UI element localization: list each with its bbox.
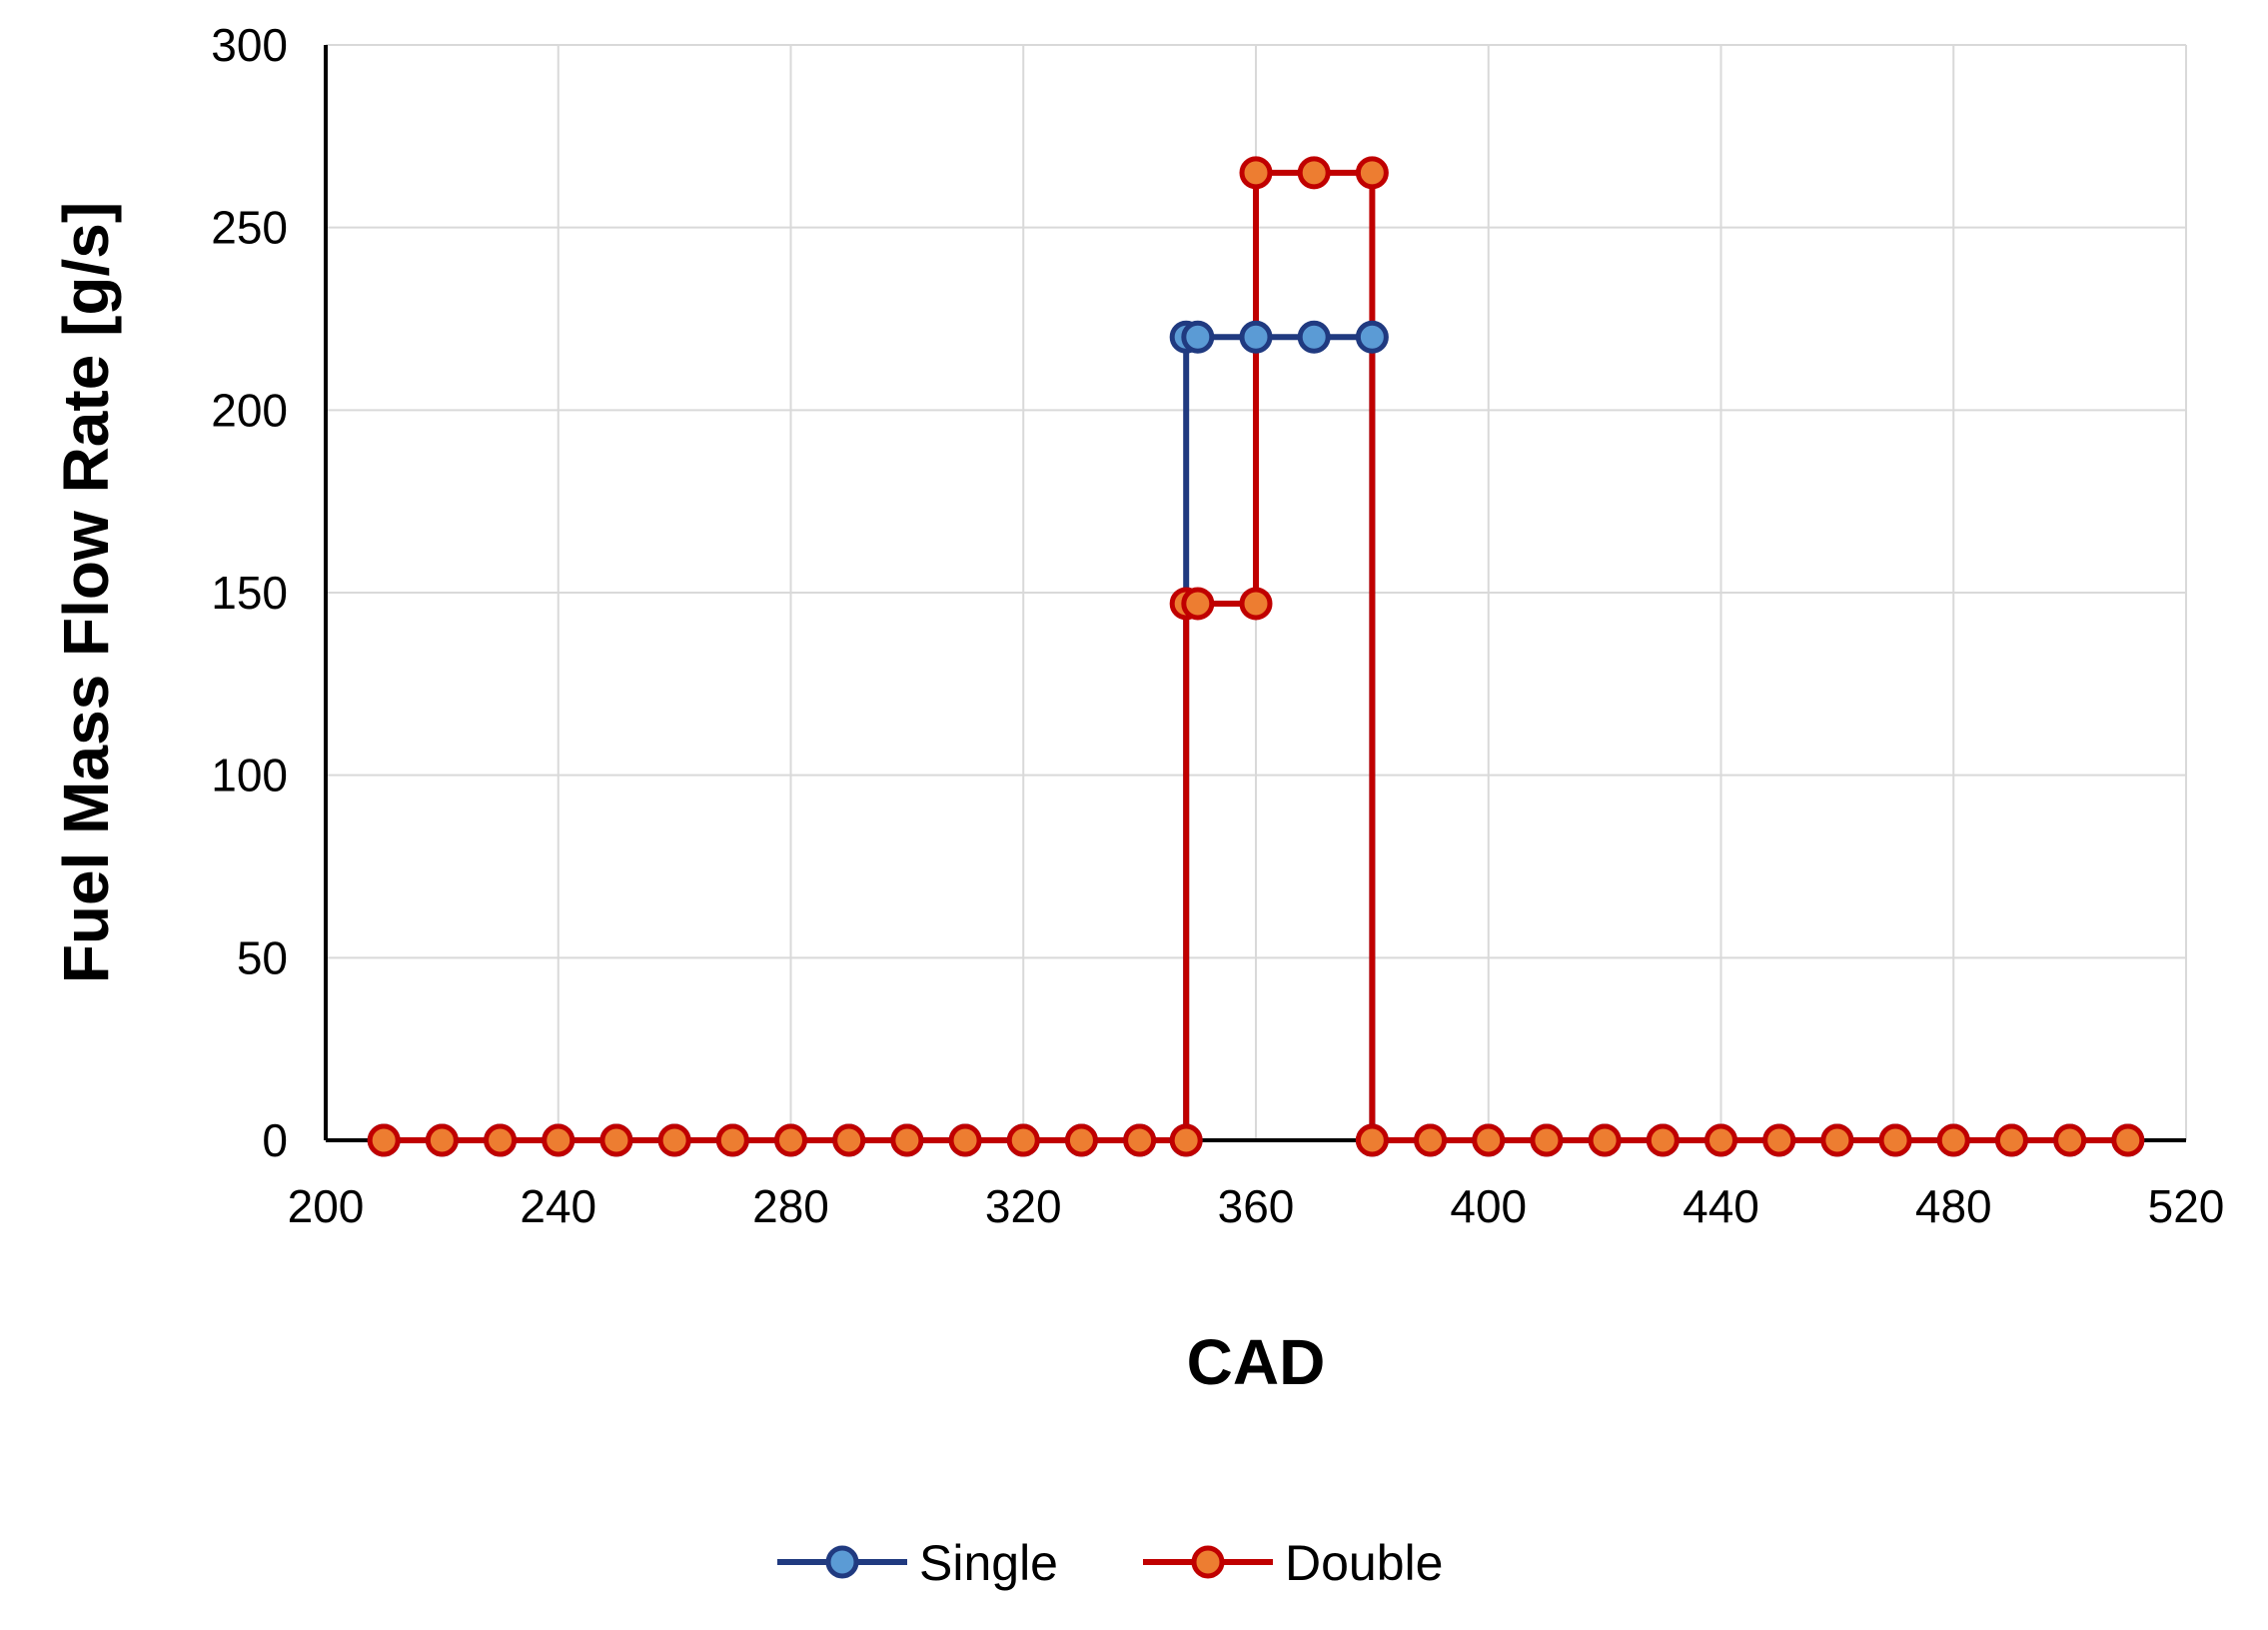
data-point-double [542,1123,575,1157]
data-point-double [1820,1123,1854,1157]
y-tick-label: 100 [211,750,288,802]
x-tick-label: 360 [1218,1180,1295,1232]
legend-marker-swatch [1191,1545,1225,1579]
data-point-double [1355,156,1389,190]
legend-item-single: Single [777,1535,1058,1591]
data-point-double [832,1123,866,1157]
data-point-double [1472,1123,1506,1157]
data-point-double [890,1123,924,1157]
x-tick-label: 520 [2148,1180,2225,1232]
data-point-double [1123,1123,1157,1157]
legend: Single Double [777,1535,1443,1591]
data-point-double [1239,587,1273,621]
legend-marker-swatch [825,1545,859,1579]
data-point-double [1064,1123,1098,1157]
data-point-single [1355,320,1389,354]
data-point-double [425,1123,459,1157]
y-tick-label: 0 [262,1114,288,1166]
data-point-double [1169,1123,1203,1157]
data-point-single [1181,320,1215,354]
data-point-double [1006,1123,1040,1157]
data-point-double [484,1123,518,1157]
x-tick-label: 200 [288,1180,365,1232]
x-tick-label: 400 [1450,1180,1527,1232]
data-point-double [1704,1123,1737,1157]
x-tick-labels: 200 240 280 320 360 400 440 480 520 [288,1180,2225,1232]
y-tick-label: 250 [211,202,288,254]
data-point-double [715,1123,749,1157]
series-markers [367,156,2145,1157]
legend-label: Single [919,1535,1058,1591]
data-point-double [1530,1123,1564,1157]
data-point-double [1878,1123,1912,1157]
legend-label: Double [1285,1535,1443,1591]
data-point-double [1994,1123,2028,1157]
y-tick-label: 200 [211,384,288,436]
data-point-double [774,1123,807,1157]
x-tick-label: 320 [985,1180,1062,1232]
data-point-double [948,1123,982,1157]
data-point-double [657,1123,691,1157]
x-tick-label: 440 [1683,1180,1759,1232]
y-tick-label: 50 [237,931,288,983]
data-point-double [367,1123,401,1157]
data-point-double [2053,1123,2087,1157]
data-point-double [1414,1123,1448,1157]
x-tick-label: 280 [752,1180,829,1232]
y-axis-title: Fuel Mass Flow Rate [g/s] [50,202,122,983]
data-point-single [1239,320,1273,354]
data-point-double [2111,1123,2145,1157]
y-tick-label: 150 [211,567,288,619]
data-point-double [1355,1123,1389,1157]
x-tick-label: 240 [520,1180,596,1232]
y-tick-label: 300 [211,19,288,71]
data-point-double [1297,156,1331,190]
data-point-double [1762,1123,1796,1157]
data-point-double [1588,1123,1622,1157]
legend-item-double: Double [1143,1535,1443,1591]
x-axis-title: CAD [1187,1326,1326,1398]
data-point-double [599,1123,633,1157]
data-point-double [1181,587,1215,621]
data-point-double [1239,156,1273,190]
data-point-double [1646,1123,1680,1157]
data-point-single [1297,320,1331,354]
x-tick-label: 480 [1915,1180,1992,1232]
data-point-double [1936,1123,1970,1157]
y-tick-labels: 0 50 100 150 200 250 300 [211,19,288,1166]
